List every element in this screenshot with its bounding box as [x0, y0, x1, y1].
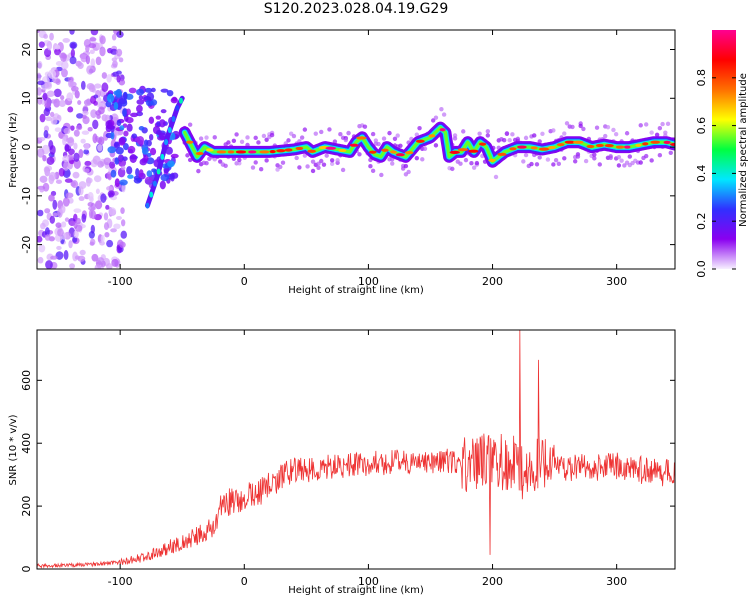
snr-ticks: -100 0 100 200 300 0 200 400 600 [20, 330, 675, 588]
spectrogram-xlabel: Height of straight line (km) [288, 285, 424, 296]
colorbar-tick-label: 0.4 [695, 165, 708, 183]
figure-title: S120.2023.028.04.19.G29 [263, 1, 449, 17]
spectrogram-ytick-label: 20 [20, 43, 33, 57]
snr-frame [36, 329, 676, 570]
spectrogram-frame [36, 29, 676, 270]
snr-ytick-label: 400 [20, 433, 33, 454]
snr-xtick-label: -100 [108, 575, 133, 588]
spectrogram-ridge-peaks [186, 128, 675, 163]
spectrogram-noise-cloud [37, 30, 180, 269]
snr-ylabel: SNR (10 * v/v) [8, 414, 19, 485]
spectrogram-early-ridge-spots [145, 97, 183, 209]
spectrogram-image [37, 30, 675, 269]
snr-series-line [37, 330, 675, 569]
spectrogram-xtick-label: 0 [241, 275, 248, 288]
spectrogram-ytick-label: 0 [20, 144, 33, 151]
snr-xtick-label: 300 [606, 575, 627, 588]
spectrogram-xtick-label: 100 [358, 275, 379, 288]
spectrogram-xtick-label: -100 [108, 275, 133, 288]
snr-ytick-label: 0 [20, 566, 33, 573]
spectrogram-xtick-label: 300 [606, 275, 627, 288]
snr-ytick-label: 200 [20, 496, 33, 517]
spectrogram-ytick-label: 10 [20, 91, 33, 105]
colorbar-tick-label: 0.2 [695, 212, 708, 230]
spectrogram-ylabel: Frequency (Hz) [8, 112, 19, 188]
snr-xtick-label: 200 [482, 575, 503, 588]
spectrogram-xtick-label: 200 [482, 275, 503, 288]
snr-ytick-label: 600 [20, 370, 33, 391]
snr-plot-area [37, 330, 675, 569]
colorbar-tick-label: 0.6 [695, 117, 708, 135]
colorbar: 0.0 0.2 0.4 0.6 0.8 Normalized spectral ampl… [695, 30, 749, 278]
spectrogram-ytick-label: -10 [20, 187, 33, 205]
colorbar-ticks: 0.0 0.2 0.4 0.6 0.8 [695, 69, 736, 278]
snr-xlabel: Height of straight line (km) [288, 585, 424, 596]
colorbar-label: Normalized spectral amplitude [738, 73, 749, 227]
colorbar-tick-label: 0.0 [695, 260, 708, 278]
colorbar-tick-label: 0.8 [695, 69, 708, 87]
spectrogram-ytick-label: -20 [20, 236, 33, 254]
snr-panel: -100 0 100 200 300 0 200 400 600 Height of strai… [8, 329, 676, 596]
snr-xtick-label: 0 [241, 575, 248, 588]
colorbar-scale [712, 30, 736, 269]
snr-xtick-label: 100 [358, 575, 379, 588]
